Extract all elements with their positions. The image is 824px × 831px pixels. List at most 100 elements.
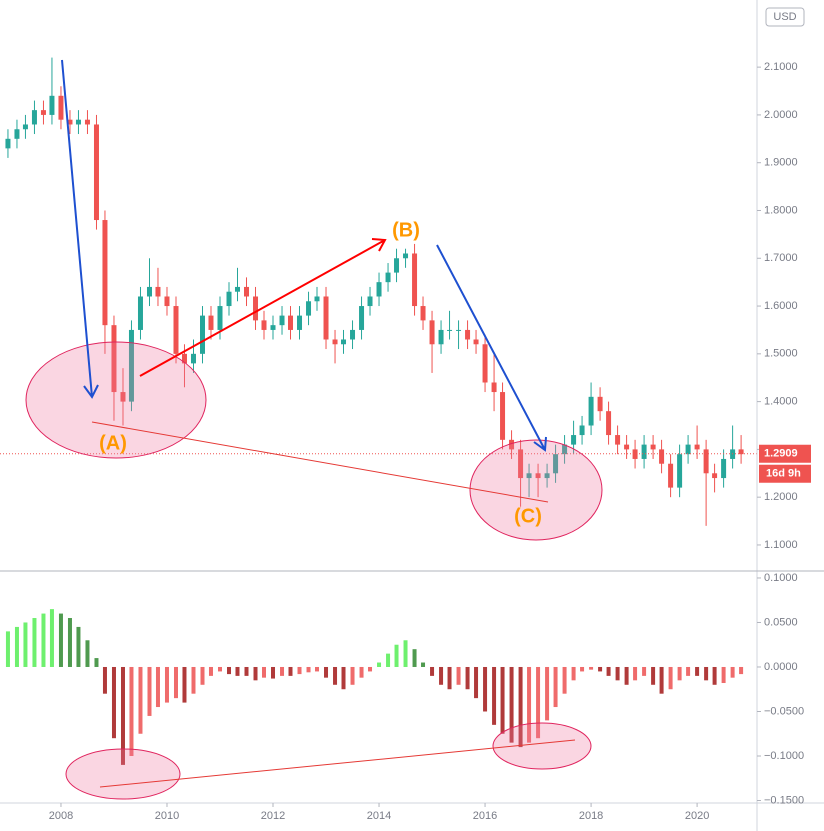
candle-body [111, 325, 117, 393]
candle-body [712, 473, 718, 479]
annotation: (A) [99, 432, 127, 454]
candle-body [164, 296, 170, 307]
candle-body [562, 444, 568, 455]
candle-body [500, 392, 506, 440]
candle-body [624, 444, 630, 450]
histogram-bar [500, 666, 505, 734]
histogram-bar [58, 613, 63, 667]
candle-body [376, 282, 382, 297]
candle-body [650, 444, 656, 450]
histogram-bar [76, 626, 81, 667]
candle-body [244, 286, 250, 297]
last-price-label: 1.2909 [764, 448, 798, 460]
y-tick-label: 1.4000 [764, 396, 798, 408]
histogram-bar [129, 666, 134, 756]
candle-body [288, 315, 294, 330]
candle-body [456, 329, 462, 331]
x-tick-label: 2010 [155, 810, 179, 822]
candle-body [668, 463, 674, 488]
trend-line [99, 739, 576, 788]
candle-body [526, 473, 532, 479]
histogram-bar [518, 666, 523, 748]
candle-body [75, 119, 81, 125]
candle-body [341, 339, 347, 345]
histogram-bar [49, 609, 54, 667]
candle-body [659, 449, 665, 464]
ellipse [65, 748, 181, 800]
y-tick-label: 2.0000 [764, 109, 798, 121]
histogram-bar [439, 666, 444, 685]
candle-body [694, 444, 700, 450]
histogram-bar [23, 622, 28, 667]
histogram-bar [589, 666, 594, 670]
candle-body [323, 296, 329, 340]
annotations: (A) (B) (C) [25, 59, 603, 800]
y-tick-label: 1.9000 [764, 157, 798, 169]
candle-body [491, 382, 497, 393]
y-tick-label: 1.7000 [764, 252, 798, 264]
x-tick-label: 2016 [473, 810, 497, 822]
y-tick-label: 2.1000 [764, 61, 798, 73]
candle-body [297, 315, 303, 330]
y-tick-label: 0.0000 [764, 661, 798, 673]
histogram-bar [651, 666, 656, 685]
candle-body [465, 329, 471, 340]
histogram-bar [668, 666, 673, 690]
histogram-bar [545, 666, 550, 721]
candle-body [606, 411, 612, 436]
histogram-bar [227, 666, 232, 675]
arrow [139, 238, 387, 377]
histogram-bar [562, 666, 567, 694]
histogram-bar [430, 666, 435, 676]
histogram-bar [606, 666, 611, 676]
countdown: 16d 9h [766, 468, 801, 480]
currency: USD [773, 11, 796, 23]
histogram-bar [350, 666, 355, 685]
histogram-bar [368, 666, 373, 672]
candle-body [677, 454, 683, 488]
histogram-bar [315, 666, 320, 672]
candle-body [314, 296, 320, 302]
histogram-bar [624, 666, 629, 685]
candle-body [181, 353, 187, 364]
histogram-bar [598, 666, 603, 672]
histogram-bar [447, 666, 452, 690]
y-tick-label: 1.8000 [764, 204, 798, 216]
histogram-bar [200, 666, 205, 685]
candle-body [403, 253, 409, 259]
histogram-bar [102, 666, 107, 694]
trend-line [91, 421, 549, 503]
histogram-bar [244, 666, 249, 676]
histogram-bar [712, 666, 717, 685]
histogram-bar [553, 666, 558, 708]
annotation: (B) [392, 219, 420, 241]
histogram-bar [341, 666, 346, 690]
histogram-bar [94, 658, 99, 667]
candle-body [518, 449, 524, 479]
histogram-bar [147, 666, 152, 716]
candle-body [279, 315, 285, 326]
countdown-box [759, 464, 811, 483]
arrow [436, 244, 547, 452]
candle-body [412, 253, 418, 307]
histogram-bar [483, 666, 488, 712]
histogram-bar [155, 666, 160, 708]
candle-body [350, 329, 356, 340]
histogram-bar [659, 666, 664, 694]
histogram-bar [456, 666, 461, 685]
candle-body [173, 306, 179, 354]
candle-body [31, 110, 37, 125]
x-tick-label: 2012 [261, 810, 285, 822]
candle-body [429, 320, 435, 345]
histogram-bar [191, 666, 196, 694]
y-tick-label: −0.0500 [764, 705, 804, 717]
histogram-bar [297, 666, 302, 675]
histogram-bar [164, 666, 169, 703]
histogram-bar [465, 666, 470, 690]
histogram-bar [377, 662, 382, 667]
histogram-bar [41, 613, 46, 667]
histogram-bar [386, 653, 391, 667]
histogram-bar [474, 666, 479, 699]
y-tick-label: −0.1000 [764, 750, 804, 762]
histogram-bar [5, 631, 10, 667]
